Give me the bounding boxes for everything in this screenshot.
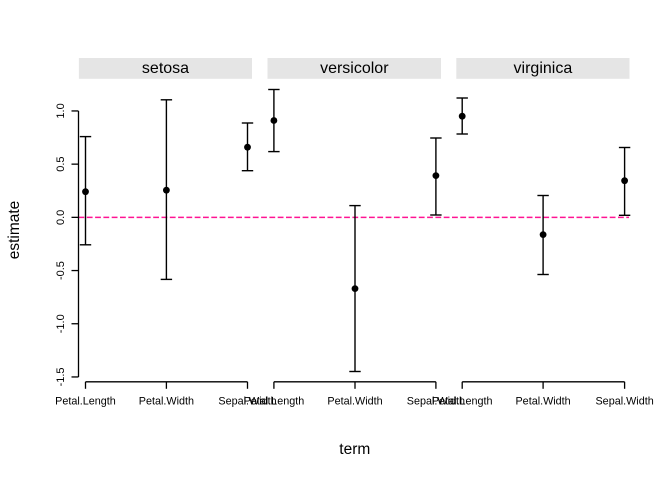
svg-text:Petal.Width: Petal.Width [327,395,382,407]
svg-text:Sepal.Width: Sepal.Width [218,395,276,407]
svg-text:0.0: 0.0 [55,210,67,225]
svg-text:Petal.Length: Petal.Length [432,395,493,407]
svg-text:-0.5: -0.5 [55,261,67,280]
svg-text:-1.0: -1.0 [55,314,67,333]
svg-text:0.5: 0.5 [55,157,67,172]
svg-text:1.0: 1.0 [55,103,67,118]
svg-text:estimate: estimate [6,201,23,260]
svg-text:-1.5: -1.5 [55,367,67,386]
svg-text:setosa: setosa [142,60,189,77]
svg-text:Sepal.Width: Sepal.Width [595,395,653,407]
svg-text:versicolor: versicolor [320,60,389,77]
svg-text:Petal.Width: Petal.Width [139,395,194,407]
svg-text:virginica: virginica [514,60,573,77]
svg-text:term: term [339,441,370,458]
svg-text:Petal.Width: Petal.Width [515,395,570,407]
svg-text:Sepal.Width: Sepal.Width [407,395,465,407]
svg-text:Petal.Length: Petal.Length [244,395,305,407]
svg-text:Petal.Length: Petal.Length [55,395,116,407]
